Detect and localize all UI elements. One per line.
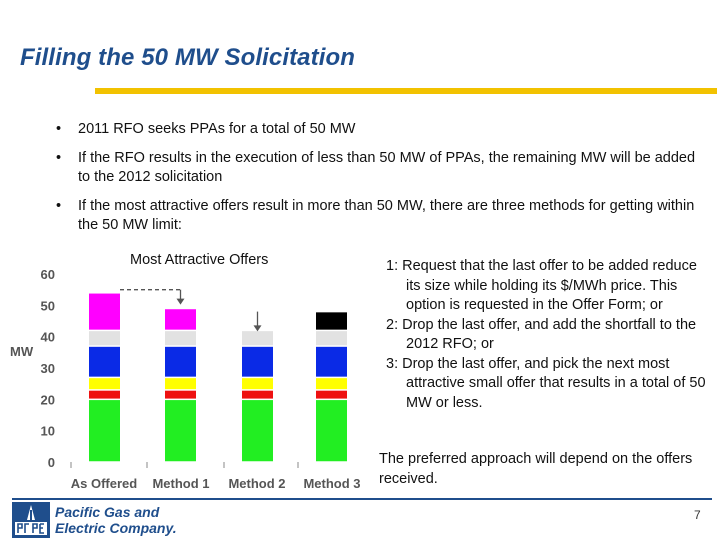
page-title: Filling the 50 MW Solicitation <box>20 44 356 71</box>
bullet-dot: • <box>56 121 62 137</box>
y-tick-label: 10 <box>41 424 55 439</box>
bar-segment <box>242 390 273 399</box>
bullet-dot: • <box>56 150 62 166</box>
bar-segment <box>242 331 273 346</box>
company-name: Pacific Gas and Electric Company. <box>55 504 177 536</box>
bullet-item: • 2011 RFO seeks PPAs for a total of 50 M… <box>56 120 706 139</box>
x-axis: As Offered Method 1 Method 2 Method 3 <box>70 462 361 491</box>
bullet-dot: • <box>56 198 62 214</box>
method-item-2: 2: Drop the last offer, and add the shor… <box>386 316 697 353</box>
bar-segment <box>165 309 196 330</box>
bar-segment <box>165 378 196 390</box>
bar-segment <box>165 346 196 377</box>
bullet-text: 2011 RFO seeks PPAs for a total of 50 MW <box>78 121 356 137</box>
method-item-1: 1: Request that the last offer to be add… <box>386 258 697 313</box>
bullet-item: • If the most attractive offers result in… <box>56 197 706 235</box>
bar-segment <box>89 378 120 390</box>
preferred-approach-text: The preferred approach will depend on th… <box>379 451 693 487</box>
stacked-bar-chart: 0 10 20 30 40 50 60 MW As Offered Method 1 Metho… <box>10 267 361 491</box>
bar-segment <box>165 331 196 346</box>
bar-segment <box>316 346 347 377</box>
bar-segment <box>316 400 347 462</box>
y-tick-label: 20 <box>41 392 55 407</box>
bars <box>89 293 347 462</box>
bar-segment <box>316 331 347 346</box>
bar-segment <box>165 390 196 399</box>
bar-segment <box>89 331 120 346</box>
y-axis-label: MW <box>10 344 34 359</box>
pge-logo-icon <box>12 502 50 538</box>
bullet-item: • If the RFO results in the execution of … <box>56 149 706 187</box>
method-list: 1: Request that the last offer to be add… <box>386 257 706 413</box>
bar-segment <box>242 400 273 462</box>
bar-segment <box>316 312 347 330</box>
chart-title: Most Attractive Offers <box>130 252 269 268</box>
arrowhead-icon <box>176 298 185 305</box>
annotations <box>120 289 262 332</box>
title-rule <box>95 88 717 94</box>
company-name-line1: Pacific Gas and <box>55 504 160 520</box>
y-axis: 0 10 20 30 40 50 60 <box>41 267 55 470</box>
bullet-list: • 2011 RFO seeks PPAs for a total of 50 M… <box>56 120 706 245</box>
y-tick-label: 0 <box>48 455 55 470</box>
arrowhead-icon <box>253 325 262 332</box>
bar-segment <box>89 293 120 330</box>
bar-segment <box>242 346 273 377</box>
bullet-text: If the most attractive offers result in … <box>78 198 695 233</box>
bar-segment <box>89 390 120 399</box>
x-tick-label: Method 1 <box>152 476 209 491</box>
company-name-line2: Electric Company. <box>55 520 177 536</box>
y-tick-label: 30 <box>41 361 55 376</box>
bar-segment <box>242 378 273 390</box>
bar-segment <box>89 346 120 377</box>
y-tick-label: 40 <box>41 330 55 345</box>
y-tick-label: 50 <box>41 298 55 313</box>
x-tick-label: Method 3 <box>303 476 360 491</box>
bar-segment <box>316 378 347 390</box>
bullet-text: If the RFO results in the execution of l… <box>78 150 696 185</box>
page-number: 7 <box>694 508 701 522</box>
bar-segment <box>316 390 347 399</box>
x-tick-label: As Offered <box>71 476 138 491</box>
y-tick-label: 60 <box>41 267 55 282</box>
method-item-3: 3: Drop the last offer, and pick the nex… <box>386 355 706 411</box>
footer-rule <box>12 498 712 500</box>
x-tick-label: Method 2 <box>228 476 285 491</box>
bar-segment <box>89 400 120 462</box>
bar-segment <box>165 400 196 462</box>
